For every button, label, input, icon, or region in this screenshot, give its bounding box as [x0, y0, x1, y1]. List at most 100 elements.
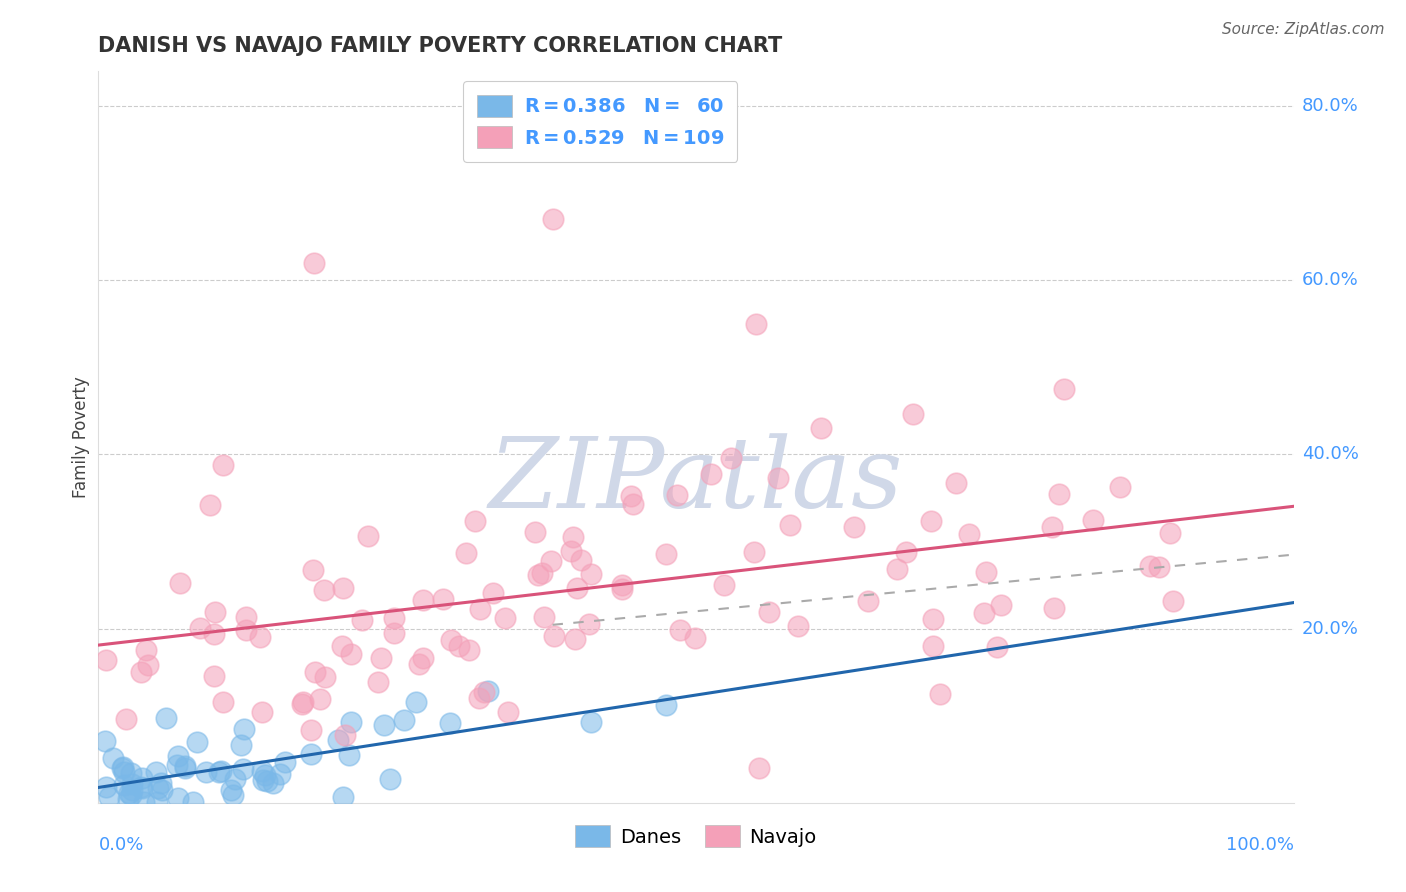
Point: [533, 610, 555, 624]
Point: [302, 256, 325, 270]
Point: [457, 643, 479, 657]
Point: [357, 529, 380, 543]
Text: 20.0%: 20.0%: [1302, 620, 1358, 638]
Point: [110, 761, 132, 775]
Point: [901, 407, 924, 421]
Point: [560, 544, 582, 558]
Point: [332, 581, 354, 595]
Point: [186, 735, 208, 749]
Point: [314, 582, 336, 597]
Point: [299, 723, 322, 737]
Point: [928, 687, 950, 701]
Point: [494, 610, 516, 624]
Point: [745, 317, 768, 331]
Point: [219, 783, 242, 797]
Point: [146, 795, 169, 809]
Point: [742, 545, 765, 559]
Point: [94, 734, 117, 748]
Point: [136, 658, 159, 673]
Point: [986, 640, 1008, 655]
Point: [340, 715, 363, 730]
Point: [274, 755, 297, 769]
Point: [350, 614, 373, 628]
Point: [339, 647, 361, 661]
Point: [464, 514, 486, 528]
Point: [380, 772, 402, 787]
Point: [526, 567, 548, 582]
Point: [748, 761, 770, 775]
Point: [253, 768, 276, 782]
Point: [302, 563, 325, 577]
Point: [990, 598, 1012, 612]
Point: [842, 520, 865, 534]
Point: [332, 790, 354, 805]
Point: [367, 674, 389, 689]
Point: [758, 606, 780, 620]
Point: [308, 691, 330, 706]
Point: [779, 518, 801, 533]
Point: [330, 639, 353, 653]
Point: [921, 612, 943, 626]
Point: [131, 771, 153, 785]
Point: [787, 619, 810, 633]
Point: [1163, 593, 1185, 607]
Point: [896, 544, 918, 558]
Point: [1047, 487, 1070, 501]
Point: [232, 722, 254, 736]
Point: [579, 566, 602, 581]
Point: [1139, 559, 1161, 574]
Point: [655, 547, 678, 561]
Point: [173, 759, 195, 773]
Point: [181, 795, 204, 809]
Point: [169, 576, 191, 591]
Point: [328, 733, 350, 747]
Point: [412, 651, 434, 665]
Text: ZIPatlas: ZIPatlas: [489, 434, 903, 529]
Point: [290, 697, 312, 711]
Text: Source: ZipAtlas.com: Source: ZipAtlas.com: [1222, 22, 1385, 37]
Point: [713, 578, 735, 592]
Point: [665, 488, 688, 502]
Point: [370, 650, 392, 665]
Point: [620, 489, 643, 503]
Point: [262, 776, 284, 790]
Point: [291, 695, 314, 709]
Point: [235, 610, 257, 624]
Point: [112, 760, 135, 774]
Point: [204, 605, 226, 619]
Point: [610, 578, 633, 592]
Point: [131, 665, 153, 680]
Point: [235, 623, 257, 637]
Point: [314, 670, 336, 684]
Point: [945, 476, 967, 491]
Point: [612, 582, 634, 596]
Point: [222, 788, 245, 802]
Point: [118, 786, 141, 800]
Point: [498, 706, 520, 720]
Point: [117, 791, 139, 805]
Point: [208, 765, 231, 780]
Point: [299, 747, 322, 762]
Point: [1053, 382, 1076, 396]
Point: [252, 764, 274, 779]
Point: [174, 761, 197, 775]
Point: [1081, 513, 1104, 527]
Point: [468, 602, 491, 616]
Point: [373, 718, 395, 732]
Point: [477, 684, 499, 698]
Point: [447, 639, 470, 653]
Point: [129, 780, 152, 794]
Point: [150, 782, 173, 797]
Point: [212, 695, 235, 709]
Point: [250, 705, 273, 719]
Point: [155, 711, 177, 725]
Point: [112, 765, 135, 780]
Point: [920, 515, 942, 529]
Text: DANISH VS NAVAJO FAMILY POVERTY CORRELATION CHART: DANISH VS NAVAJO FAMILY POVERTY CORRELAT…: [98, 36, 783, 56]
Point: [112, 778, 135, 792]
Point: [188, 621, 211, 635]
Point: [655, 698, 678, 713]
Point: [211, 458, 233, 472]
Point: [974, 566, 997, 580]
Point: [973, 607, 995, 621]
